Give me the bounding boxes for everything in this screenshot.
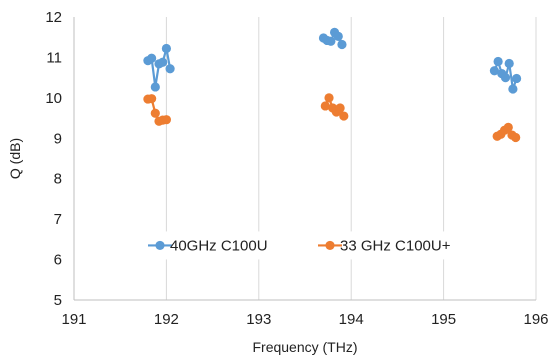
x-axis-title: Frequency (THz) xyxy=(252,339,357,355)
series-group xyxy=(143,27,522,143)
legend-marker-0 xyxy=(155,240,165,251)
legend-marker-1 xyxy=(325,240,335,251)
series-0-point-4 xyxy=(158,57,168,67)
y-tick-label-7: 12 xyxy=(45,9,62,26)
series-0-point-13 xyxy=(489,66,500,76)
series-0-point-11 xyxy=(333,31,343,42)
x-tick-label-1: 192 xyxy=(154,311,179,328)
series-1-point-17 xyxy=(511,132,521,143)
series-1-point-7 xyxy=(324,93,334,103)
legend-background xyxy=(140,231,470,260)
tick-labels: 5 6 7 8 9 10 11 12 191 192 193 194 195 196 xyxy=(45,9,548,328)
series-1-point-5 xyxy=(161,115,171,125)
series-1 xyxy=(143,93,521,143)
y-tick-label-6: 11 xyxy=(46,49,62,66)
y-axis-title: Q (dB) xyxy=(7,138,23,179)
y-tick-label-4: 9 xyxy=(54,130,62,147)
y-tick-label-0: 5 xyxy=(54,292,62,309)
series-0-point-17 xyxy=(504,58,514,69)
x-tick-label-3: 194 xyxy=(339,311,364,328)
series-0-point-19 xyxy=(511,73,522,84)
series-1-point-6 xyxy=(320,101,330,111)
series-1-point-1 xyxy=(147,94,157,104)
legend-label-0: 40GHz C100U xyxy=(170,237,268,254)
series-0-point-16 xyxy=(500,73,511,83)
x-tick-label-2: 193 xyxy=(246,311,271,328)
series-0-point-2 xyxy=(150,82,160,92)
series-0-point-1 xyxy=(147,53,157,63)
series-1-point-2 xyxy=(150,108,160,118)
series-0-point-9 xyxy=(326,36,336,46)
series-0-point-14 xyxy=(493,56,503,67)
y-tick-label-1: 6 xyxy=(54,252,62,269)
x-tick-label-4: 195 xyxy=(431,311,456,328)
legend: 40GHz C100U 33 GHz C100U+ xyxy=(140,231,470,260)
series-0 xyxy=(143,27,522,94)
series-1-point-15 xyxy=(503,122,513,132)
series-0-point-5 xyxy=(161,43,171,54)
legend-label-1: 33 GHz C100U+ xyxy=(340,237,451,254)
series-1-point-11 xyxy=(339,111,349,121)
axes xyxy=(73,17,536,301)
y-tick-label-2: 7 xyxy=(54,211,62,228)
x-tick-label-0: 191 xyxy=(61,311,86,328)
series-0-point-6 xyxy=(165,64,175,74)
series-0-point-18 xyxy=(508,84,518,94)
series-0-point-12 xyxy=(337,39,347,50)
series-1-point-10 xyxy=(335,103,345,113)
y-tick-label-3: 8 xyxy=(54,171,62,188)
x-tick-label-5: 196 xyxy=(523,311,548,328)
y-tick-label-5: 10 xyxy=(45,90,62,107)
